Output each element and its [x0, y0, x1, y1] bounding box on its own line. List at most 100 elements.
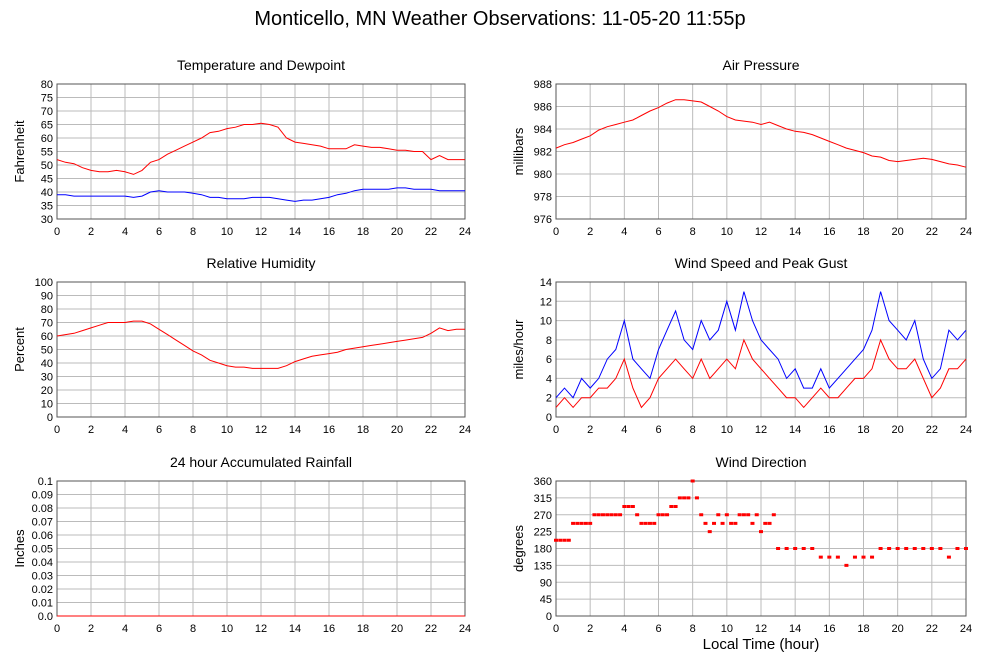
wind-direction-point	[870, 555, 875, 559]
wind-speed-and-peak-gust-x-tick-label: 20	[892, 424, 904, 436]
wind-direction-point	[716, 513, 721, 517]
wind-speed-and-peak-gust-series-line	[555, 291, 967, 399]
wind-speed-and-peak-gust-x-tick-label: 2	[587, 424, 593, 436]
wind-direction-x-tick-label: 20	[892, 623, 904, 635]
24-hour-accumulated-rainfall-y-tick-label: 0.01	[32, 598, 53, 610]
wind-speed-and-peak-gust-y-tick-label: 10	[540, 316, 552, 328]
relative-humidity-plot-frame	[56, 281, 466, 418]
24-hour-accumulated-rainfall-x-tick-label: 8	[190, 623, 196, 635]
relative-humidity-y-tick-label: 20	[41, 385, 53, 397]
air-pressure-x-tick-label: 10	[721, 226, 733, 238]
wind-direction-point	[682, 496, 687, 500]
wind-direction-point	[912, 547, 917, 550]
24-hour-accumulated-rainfall-x-tick-label: 6	[156, 623, 162, 635]
wind-speed-and-peak-gust-y-tick-label: 12	[540, 296, 552, 308]
wind-direction-point	[605, 513, 610, 517]
wind-direction-point	[609, 513, 614, 517]
24-hour-accumulated-rainfall-x-tick-label: 22	[425, 623, 437, 635]
air-pressure-x-tick-label: 8	[690, 226, 696, 238]
24-hour-accumulated-rainfall-x-tick-label: 10	[221, 623, 233, 635]
temperature-and-dewpoint-x-tick-label: 16	[323, 226, 335, 238]
wind-direction-point	[793, 547, 798, 550]
wind-speed-and-peak-gust-y-tick-label: 4	[546, 373, 552, 385]
wind-direction-x-tick-label: 16	[823, 623, 835, 635]
relative-humidity-y-tick-label: 60	[41, 331, 53, 343]
wind-direction-y-axis-label: degrees	[511, 525, 526, 572]
wind-direction-point	[887, 547, 892, 550]
air-pressure-x-tick-label: 0	[553, 226, 559, 238]
wind-direction-point	[562, 538, 567, 542]
wind-speed-and-peak-gust-x-tick-label: 10	[721, 424, 733, 436]
24-hour-accumulated-rainfall-y-tick-label: 0.09	[32, 490, 53, 502]
temperature-and-dewpoint-y-tick-label: 45	[41, 174, 53, 186]
relative-humidity-x-tick-label: 24	[459, 424, 471, 436]
wind-direction-point	[673, 505, 678, 508]
wind-direction-point	[694, 496, 699, 500]
wind-direction-point	[835, 555, 840, 559]
wind-direction-point	[583, 521, 588, 525]
wind-direction-point	[618, 513, 623, 517]
wind-direction-point	[784, 547, 789, 550]
wind-direction-point	[763, 521, 768, 525]
wind-direction-point	[964, 547, 968, 550]
24-hour-accumulated-rainfall-x-tick-label: 12	[255, 623, 267, 635]
temperature-and-dewpoint-title: Temperature and Dewpoint	[177, 57, 345, 73]
air-pressure-y-tick-label: 988	[534, 79, 552, 91]
air-pressure-y-tick-label: 982	[534, 147, 552, 159]
wind-direction-point	[818, 555, 823, 559]
wind-direction-point	[660, 513, 665, 517]
wind-direction-point	[946, 555, 951, 559]
wind-direction-y-tick-label: 270	[534, 510, 552, 522]
temperature-and-dewpoint-y-tick-label: 55	[41, 147, 53, 159]
wind-direction-point	[643, 521, 648, 525]
24-hour-accumulated-rainfall-y-tick-label: 0.07	[32, 517, 53, 529]
24-hour-accumulated-rainfall-x-tick-label: 20	[391, 623, 403, 635]
temperature-and-dewpoint-x-tick-label: 14	[289, 226, 301, 238]
air-pressure-x-tick-label: 16	[823, 226, 835, 238]
relative-humidity-x-tick-label: 22	[425, 424, 437, 436]
temperature-and-dewpoint-x-tick-label: 8	[190, 226, 196, 238]
relative-humidity-y-tick-label: 0	[47, 412, 53, 424]
temperature-and-dewpoint-x-tick-label: 10	[221, 226, 233, 238]
air-pressure-title: Air Pressure	[722, 57, 799, 73]
wind-direction-point	[571, 521, 576, 525]
24-hour-accumulated-rainfall-x-tick-label: 0	[54, 623, 60, 635]
wind-direction-point	[588, 521, 593, 525]
wind-direction-point	[677, 496, 682, 500]
wind-direction-point	[733, 521, 738, 525]
wind-direction-point	[600, 513, 605, 517]
wind-direction-point	[852, 555, 857, 559]
temperature-and-dewpoint-x-tick-label: 24	[459, 226, 471, 238]
wind-speed-and-peak-gust-plot-frame	[555, 281, 967, 418]
relative-humidity-x-tick-label: 12	[255, 424, 267, 436]
temperature-and-dewpoint-y-tick-label: 30	[41, 214, 53, 226]
wind-direction-point	[652, 521, 657, 525]
24-hour-accumulated-rainfall-x-tick-label: 24	[459, 623, 471, 635]
wind-direction-y-tick-label: 360	[534, 476, 552, 488]
wind-direction-point	[558, 538, 563, 542]
wind-direction-y-tick-label: 45	[540, 594, 552, 606]
24-hour-accumulated-rainfall-y-tick-label: 0.1	[38, 476, 53, 488]
wind-direction-x-tick-label: 24	[960, 623, 972, 635]
temperature-and-dewpoint-y-tick-label: 50	[41, 160, 53, 172]
temperature-and-dewpoint-y-tick-label: 40	[41, 187, 53, 199]
wind-direction-point	[566, 538, 571, 542]
24-hour-accumulated-rainfall-y-tick-label: 0.06	[32, 530, 53, 542]
relative-humidity-y-tick-label: 50	[41, 345, 53, 357]
temperature-and-dewpoint-x-tick-label: 18	[357, 226, 369, 238]
wind-direction-point	[596, 513, 601, 517]
24-hour-accumulated-rainfall-y-tick-label: 0.03	[32, 571, 53, 583]
page-title: Monticello, MN Weather Observations: 11-…	[254, 8, 746, 30]
wind-direction-point	[720, 521, 725, 525]
air-pressure-x-tick-label: 4	[621, 226, 627, 238]
wind-speed-and-peak-gust-y-tick-label: 0	[546, 412, 552, 424]
relative-humidity-x-tick-label: 14	[289, 424, 301, 436]
relative-humidity-x-tick-label: 0	[54, 424, 60, 436]
wind-direction-y-tick-label: 135	[534, 560, 552, 572]
wind-direction-x-tick-label: 0	[553, 623, 559, 635]
x-axis-label: Local Time (hour)	[702, 636, 820, 653]
relative-humidity-x-tick-label: 20	[391, 424, 403, 436]
wind-speed-and-peak-gust-y-tick-label: 14	[540, 277, 552, 289]
relative-humidity-x-tick-label: 6	[156, 424, 162, 436]
wind-direction-point	[665, 513, 670, 517]
